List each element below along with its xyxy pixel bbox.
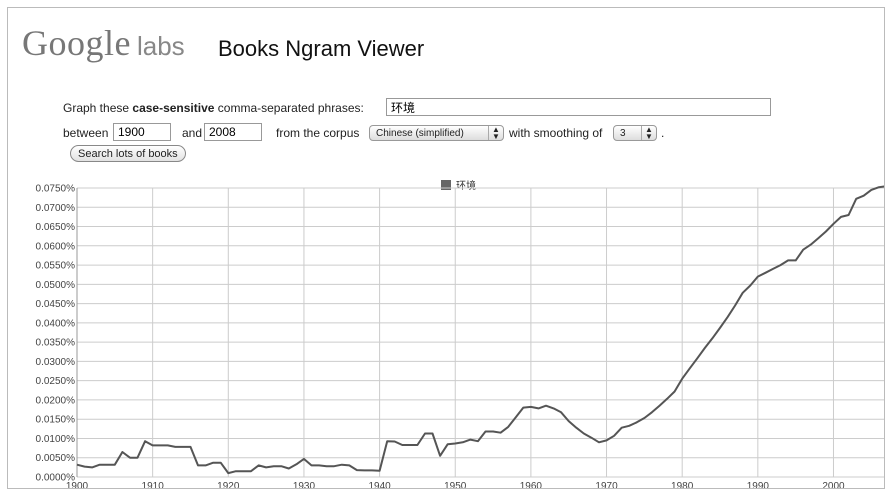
y-tick-label: 0.0200%: [36, 395, 76, 406]
graph-label-bold: case-sensitive: [132, 101, 215, 115]
y-tick-label: 0.0550%: [36, 261, 76, 272]
legend-swatch: [441, 180, 451, 190]
y-tick-label: 0.0700%: [36, 203, 76, 214]
y-tick-label: 0.0450%: [36, 299, 76, 310]
y-tick-label: 0.0350%: [36, 338, 76, 349]
y-tick-label: 0.0150%: [36, 415, 76, 426]
x-tick-label: 1920: [217, 481, 240, 489]
smoothing-label: with smoothing of: [509, 126, 603, 140]
logo-google-text: Google: [22, 23, 131, 63]
corpus-select[interactable]: Chinese (simplified) ▲ ▼: [369, 125, 504, 141]
updown-arrows-icon: ▲ ▼: [641, 126, 656, 141]
graph-label-prefix: Graph these: [63, 101, 130, 115]
legend-label: 环境: [456, 181, 476, 192]
period-text: .: [661, 126, 665, 140]
end-year-input[interactable]: [204, 123, 262, 141]
logo-labs-text: labs: [136, 31, 185, 61]
y-tick-label: 0.0600%: [36, 241, 76, 252]
smoothing-select[interactable]: 3 ▲ ▼: [613, 125, 657, 141]
x-tick-label: 1910: [142, 481, 165, 489]
updown-arrows-icon: ▲ ▼: [488, 126, 503, 141]
ngram-viewer-window: Google labs Books Ngram Viewer Graph thes…: [7, 7, 885, 489]
graph-label: Graph these case-sensitive comma-separat…: [63, 101, 364, 115]
x-tick-label: 1990: [747, 481, 770, 489]
y-tick-label: 0.0650%: [36, 222, 76, 233]
x-tick-label: 2000: [822, 481, 845, 489]
google-labs-logo[interactable]: Google labs: [22, 22, 185, 64]
smoothing-select-value: 3: [620, 128, 626, 139]
between-label: between: [63, 126, 109, 140]
y-tick-label: 0.0750%: [36, 184, 76, 195]
phrases-input[interactable]: [386, 98, 771, 116]
page-title: Books Ngram Viewer: [218, 36, 425, 61]
graph-label-suffix: comma-separated phrases:: [217, 101, 364, 115]
x-tick-label: 1970: [595, 481, 618, 489]
x-tick-label: 1930: [293, 481, 316, 489]
y-tick-label: 0.0000%: [36, 473, 76, 484]
corpus-label: from the corpus: [276, 126, 360, 140]
x-tick-label: 1900: [66, 481, 89, 489]
start-year-input[interactable]: [113, 123, 171, 141]
x-tick-label: 1950: [444, 481, 467, 489]
series-line: [76, 185, 884, 475]
x-tick-label: 1940: [368, 481, 391, 489]
corpus-select-value: Chinese (simplified): [376, 128, 464, 139]
y-tick-label: 0.0250%: [36, 376, 76, 387]
search-button[interactable]: Search lots of books: [70, 145, 186, 162]
ngram-chart: 0.0000% 0.0050% 0.0100% 0.0150% 0.0200% 0.025…: [36, 184, 884, 489]
y-tick-label: 0.0500%: [36, 280, 76, 291]
y-tick-label: 0.0100%: [36, 434, 76, 445]
x-tick-label: 1980: [671, 481, 694, 489]
y-tick-label: 0.0050%: [36, 453, 76, 464]
and-label: and: [182, 126, 203, 140]
y-tick-label: 0.0400%: [36, 318, 76, 329]
x-tick-label: 1960: [520, 481, 543, 489]
chart-legend: 环境: [441, 177, 476, 192]
y-tick-label: 0.0300%: [36, 357, 76, 368]
